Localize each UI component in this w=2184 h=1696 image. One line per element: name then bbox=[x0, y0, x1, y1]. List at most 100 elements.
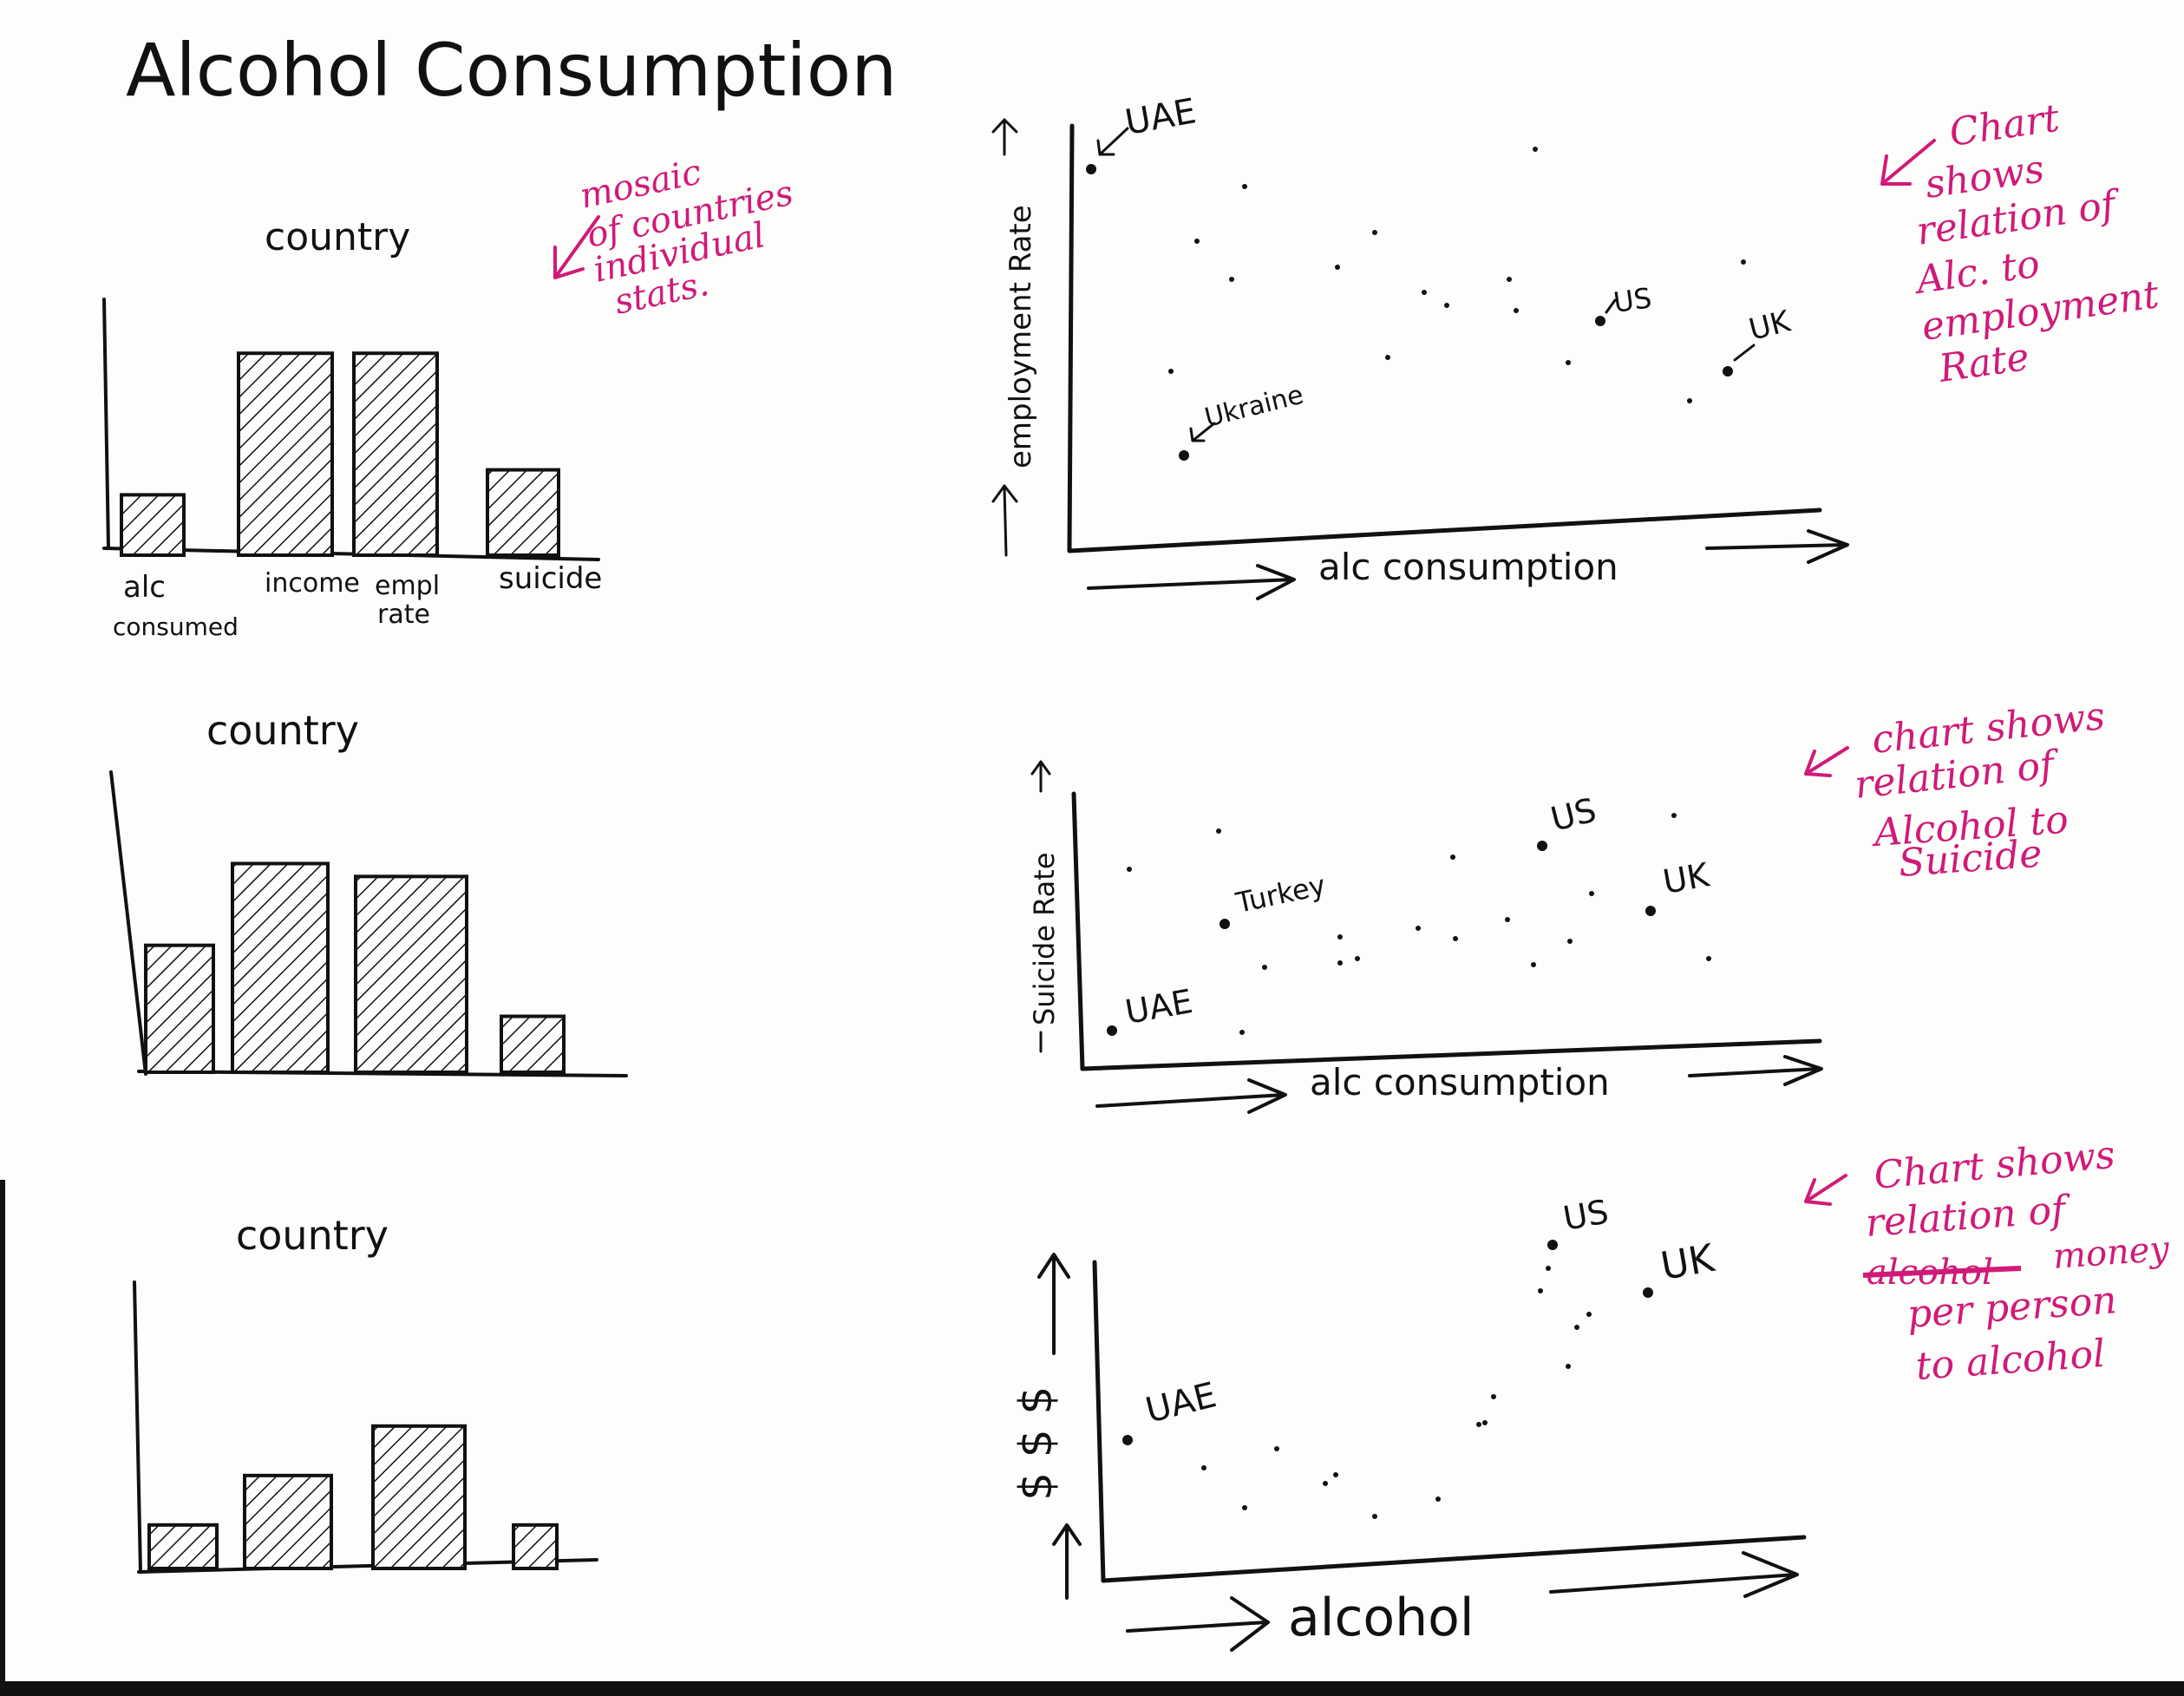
bar-chart-3-bar-2 bbox=[243, 1473, 333, 1570]
scatter-2-label-us: US bbox=[1547, 790, 1600, 838]
scatter-1-label-us: US bbox=[1612, 281, 1654, 319]
scatter-3-y-arrow-high bbox=[1037, 1253, 1070, 1355]
bar-chart-3-bar-3 bbox=[371, 1424, 467, 1570]
scatter-2-y-axis bbox=[1071, 791, 1085, 1071]
scatter-2-point-uae bbox=[1107, 1025, 1117, 1036]
scatter-3-point-us bbox=[1547, 1240, 1558, 1250]
scatter-1-point bbox=[1168, 369, 1174, 374]
bar-chart-2-bar-1 bbox=[144, 943, 215, 1075]
scatter-2-point bbox=[1706, 956, 1711, 961]
scatter-plot-3: $ $ $ alcohol bbox=[1010, 1133, 2172, 1652]
bar-chart-1-bar-1 bbox=[120, 493, 186, 558]
scatter-2-point bbox=[1453, 936, 1458, 941]
bar-chart-3-title: country bbox=[236, 1212, 389, 1259]
scatter-3-y-label: $ $ $ bbox=[1010, 1386, 1063, 1501]
scatter-3-y-axis bbox=[1092, 1260, 1106, 1583]
scatter-plot-2: Suicide Rate alc consumption bbox=[1028, 694, 2107, 1114]
bar-chart-2-bar-4 bbox=[500, 1014, 566, 1075]
scatter-1-x-label: alc consumption bbox=[1318, 546, 1618, 588]
scatter-1-point bbox=[1566, 360, 1571, 365]
scatter-2-point bbox=[1337, 960, 1343, 966]
scatter-1-point-ukraine bbox=[1179, 450, 1189, 461]
scatter-3-point bbox=[1201, 1465, 1206, 1470]
scatter-1-note-arrow bbox=[1880, 139, 1936, 186]
scatter-3-point-uk bbox=[1643, 1287, 1653, 1298]
scatter-1-point bbox=[1533, 147, 1538, 152]
scatter-2-point bbox=[1355, 956, 1360, 961]
bar-chart-1-x-axis bbox=[102, 547, 600, 561]
scatter-3-note-line-3: money bbox=[2051, 1229, 2171, 1277]
scatter-1-point bbox=[1507, 277, 1512, 282]
bar-chart-2-bar-3 bbox=[354, 874, 468, 1074]
scatter-3-x-arrow-right bbox=[1549, 1551, 1799, 1598]
scatter-2-point bbox=[1505, 917, 1510, 922]
scatter-1-point bbox=[1741, 259, 1746, 265]
bar-chart-1-bars bbox=[120, 351, 560, 558]
scatter-3-label-us: US bbox=[1560, 1193, 1612, 1238]
scatter-1-label-uae: UAE bbox=[1122, 91, 1200, 143]
scatter-2-y-label: Suicide Rate bbox=[1028, 852, 1061, 1025]
scatter-1-y-label: employment Rate bbox=[1004, 205, 1038, 468]
scatter-2-note: chart shows relation of Alcohol to Suici… bbox=[1804, 694, 2107, 886]
scatter-2-point bbox=[1671, 813, 1677, 818]
bar-chart-1-y-axis bbox=[102, 298, 110, 550]
scatter-3-label-uk: UK bbox=[1658, 1236, 1718, 1289]
scatter-1-us-pointer bbox=[1605, 298, 1617, 314]
scatter-2-point bbox=[1337, 934, 1343, 940]
scatter-1-points bbox=[1086, 147, 1746, 461]
scatter-2-x-axis bbox=[1080, 1038, 1822, 1071]
desk-edge-left bbox=[0, 1180, 5, 1696]
scatter-1-label-ukraine: Ukraine bbox=[1201, 380, 1306, 434]
scatter-2-point bbox=[1216, 828, 1221, 834]
scatter-2-point bbox=[1450, 855, 1455, 860]
bar-chart-2-title: country bbox=[206, 707, 359, 754]
scatter-3-y-arrow-low bbox=[1052, 1523, 1082, 1600]
scatter-2-point-uk bbox=[1645, 906, 1656, 916]
scatter-1-point bbox=[1385, 355, 1390, 360]
scatter-2-label-turkey: Turkey bbox=[1233, 868, 1329, 920]
bar-chart-1-label-suicide: suicide bbox=[499, 561, 602, 596]
bar-chart-2: country bbox=[109, 707, 628, 1077]
bar-chart-3-bars bbox=[147, 1424, 559, 1570]
scatter-3-points bbox=[1122, 1240, 1653, 1519]
scatter-1-point bbox=[1229, 277, 1234, 282]
scatter-3-point bbox=[1482, 1420, 1488, 1425]
bar-chart-1-bar-3 bbox=[352, 351, 439, 558]
scatter-3-point bbox=[1586, 1312, 1592, 1317]
scatter-1-point-us bbox=[1595, 316, 1605, 326]
scatter-3-point bbox=[1538, 1288, 1543, 1293]
scatter-3-note-line-1: Chart shows bbox=[1873, 1133, 2117, 1198]
bar-chart-1-label-rate: rate bbox=[377, 599, 430, 630]
scatter-2-point-us bbox=[1537, 841, 1547, 851]
bar-chart-1-title: country bbox=[265, 215, 410, 259]
scatter-1-point-uae bbox=[1086, 164, 1096, 174]
scatter-3-point bbox=[1242, 1505, 1247, 1510]
bar-chart-1-label-alc: alc bbox=[123, 570, 166, 605]
bar-chart-2-y-axis bbox=[109, 770, 147, 1076]
scatter-2-point bbox=[1531, 962, 1536, 967]
scatter-1-point bbox=[1514, 308, 1519, 313]
scatter-3-point-uae bbox=[1122, 1435, 1133, 1445]
mosaic-note-arrow bbox=[553, 215, 600, 279]
scatter-2-note-line-4: Suicide bbox=[1897, 832, 2043, 886]
scatter-3-point bbox=[1333, 1472, 1338, 1477]
scatter-3-note: Chart shows relation of alcohol money pe… bbox=[1804, 1133, 2172, 1389]
scatter-3-point bbox=[1491, 1394, 1496, 1399]
scatter-1-y-axis bbox=[1067, 123, 1075, 553]
scatter-2-x-label: alc consumption bbox=[1310, 1061, 1610, 1103]
mosaic-note: mosaic of countries individual stats. bbox=[553, 152, 797, 323]
bar-chart-3: country bbox=[133, 1212, 598, 1574]
scatter-1-note: Chart shows relation of Alc. to employme… bbox=[1880, 96, 2161, 391]
desk-edge-bottom bbox=[0, 1681, 2184, 1696]
bar-chart-3-bar-1 bbox=[147, 1522, 219, 1570]
scatter-2-point bbox=[1262, 965, 1267, 970]
bar-chart-1-bar-2 bbox=[237, 351, 334, 558]
scatter-3-x-arrow-left bbox=[1126, 1596, 1270, 1652]
scatter-1-x-arrow-left bbox=[1087, 564, 1296, 600]
scatter-1-point bbox=[1444, 303, 1449, 308]
scatter-1-point bbox=[1335, 265, 1340, 270]
scatter-1-point bbox=[1194, 239, 1200, 244]
scatter-1-uk-pointer bbox=[1733, 344, 1756, 362]
